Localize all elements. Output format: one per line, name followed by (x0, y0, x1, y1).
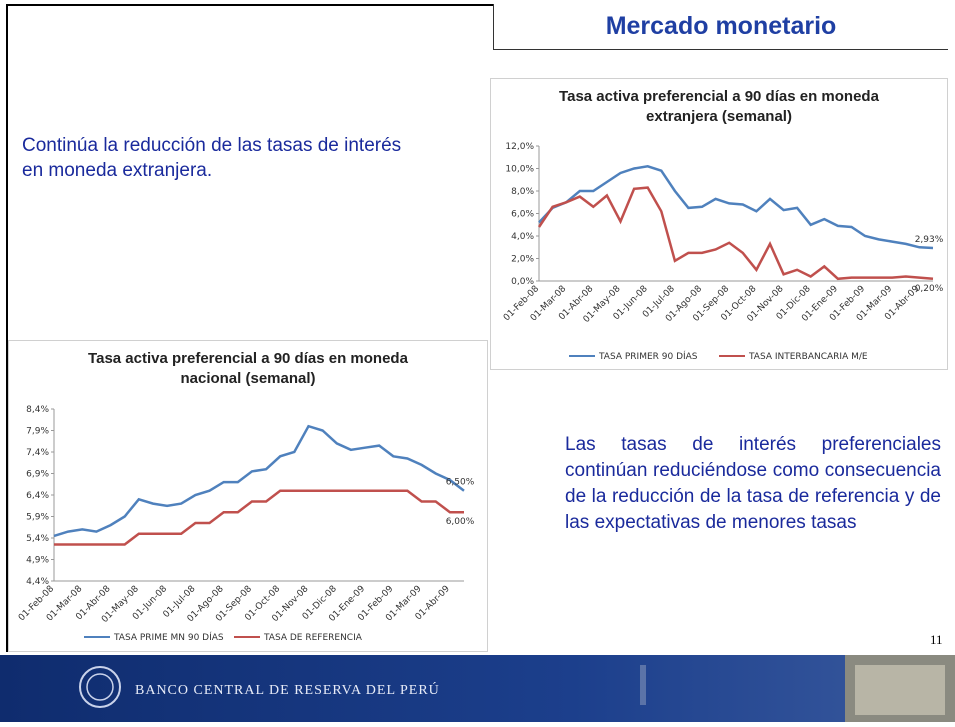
y-tick-label: 4,4% (26, 577, 49, 587)
y-tick-label: 5,4% (26, 534, 49, 544)
body-text: Las tasas de interés preferenciales cont… (565, 434, 941, 533)
line-series (537, 186, 934, 281)
legend-label: TASA DE REFERENCIA (263, 633, 363, 643)
line-series (54, 489, 464, 546)
chart-title: Tasa activa preferencial a 90 días en mo… (88, 350, 408, 387)
y-tick-label: 10,0% (505, 165, 534, 175)
page-number: 11 (930, 632, 943, 647)
chart-national: Tasa activa preferencial a 90 días en mo… (8, 340, 488, 652)
y-tick-label: 12,0% (505, 142, 534, 152)
line-series (538, 165, 934, 250)
y-tick-label: 2,0% (511, 255, 534, 265)
y-tick-label: 6,0% (511, 210, 534, 220)
y-tick-label: 7,4% (26, 448, 49, 458)
data-label: 0,20% (915, 284, 944, 294)
y-tick-label: 6,4% (26, 491, 49, 501)
legend-label: TASA PRIMER 90 DÍAS (598, 350, 698, 362)
y-tick-label: 4,9% (26, 556, 49, 566)
data-label: 6,50% (446, 478, 475, 488)
chart-foreign: Tasa activa preferencial a 90 días en mo… (490, 78, 948, 370)
chart-svg: 4,4%4,9%5,4%5,9%6,4%6,9%7,4%7,9%8,4%01-F… (17, 405, 475, 643)
data-label: 2,93% (915, 235, 944, 245)
y-tick-label: 7,9% (26, 427, 49, 437)
slide-title: Mercado monetario (493, 4, 948, 50)
y-tick-label: 5,9% (26, 513, 49, 523)
y-tick-label: 8,0% (511, 187, 534, 197)
y-tick-label: 0,0% (511, 277, 534, 287)
chart-svg: 0,0%2,0%4,0%6,0%8,0%10,0%12,0%01-Feb-080… (502, 142, 944, 362)
y-tick-label: 8,4% (26, 405, 49, 415)
frame (6, 4, 948, 652)
footer (0, 655, 955, 722)
chart-title: Tasa activa preferencial a 90 días en mo… (559, 88, 879, 125)
intro-text: Continúa la reducción de las tasas de in… (22, 135, 402, 181)
data-label: 6,00% (446, 517, 475, 527)
footer-institution: BANCO CENTRAL DE RESERVA DEL PERÚ (135, 683, 440, 698)
legend-label: TASA PRIME MN 90 DÍAS (113, 631, 224, 643)
y-tick-label: 4,0% (511, 232, 534, 242)
y-tick-label: 6,9% (26, 470, 49, 480)
legend-label: TASA INTERBANCARIA M/E (748, 352, 868, 362)
line-series (53, 424, 465, 538)
footer-art (79, 655, 955, 722)
